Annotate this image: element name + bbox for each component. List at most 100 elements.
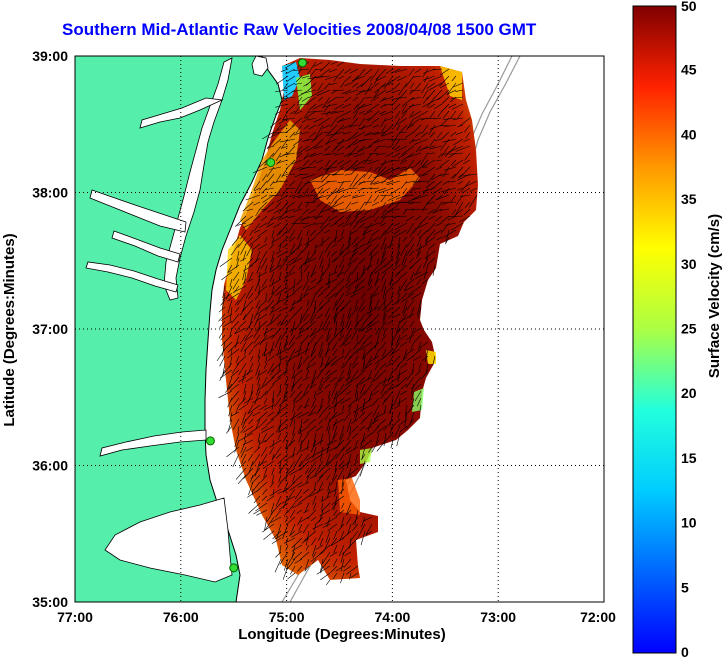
velocity-arrow xyxy=(326,152,338,156)
velocity-arrow xyxy=(315,229,324,237)
velocity-arrow xyxy=(383,376,387,387)
velocity-arrow xyxy=(352,82,359,88)
velocity-arrow xyxy=(427,208,436,215)
velocity-arrow xyxy=(252,411,261,417)
velocity-arrow xyxy=(324,383,331,389)
velocity-arrow xyxy=(365,131,380,136)
velocity-arrow xyxy=(358,257,366,265)
velocity-arrow xyxy=(292,404,296,413)
rappahannock-river xyxy=(111,230,181,263)
velocity-arrow xyxy=(351,124,359,127)
velocity-arrow xyxy=(284,376,289,386)
velocity-arrow xyxy=(421,124,429,135)
velocity-arrow xyxy=(389,348,401,356)
velocity-arrow xyxy=(311,537,317,546)
velocity-arrow xyxy=(323,82,331,90)
velocity-arrow xyxy=(269,243,275,250)
velocity-patch-orange xyxy=(338,478,360,515)
velocity-arrow xyxy=(363,516,373,522)
velocity-arrow xyxy=(307,75,324,80)
velocity-arrow xyxy=(325,341,331,358)
velocity-arrow xyxy=(275,285,289,296)
velocity-arrow xyxy=(323,313,331,328)
velocity-arrow xyxy=(280,320,289,326)
velocity-arrow xyxy=(392,313,401,319)
velocity-arrow xyxy=(375,68,387,80)
velocity-arrow xyxy=(270,117,282,128)
velocity-arrow xyxy=(301,96,310,102)
velocity-arrow xyxy=(415,369,422,377)
velocity-arrow xyxy=(310,271,317,277)
velocity-arrow xyxy=(304,257,317,265)
colorbar-tick-label: 50 xyxy=(681,0,697,14)
velocity-arrow xyxy=(221,341,226,357)
velocity-arrow xyxy=(331,187,345,195)
velocity-arrow xyxy=(456,110,464,120)
velocity-arrow xyxy=(401,327,408,334)
velocity-arrow xyxy=(388,355,394,364)
velocity-arrow xyxy=(400,166,415,171)
velocity-arrow xyxy=(271,397,275,410)
velocity-arrow xyxy=(332,173,345,176)
velocity-arrow xyxy=(321,495,324,503)
velocity-arrow xyxy=(303,187,310,195)
velocity-arrow xyxy=(386,166,401,175)
velocity-arrow xyxy=(408,250,415,257)
velocity-arrow xyxy=(304,236,317,246)
velocity-arrow xyxy=(443,117,457,120)
velocity-arrow xyxy=(319,362,324,369)
velocity-arrow xyxy=(312,544,317,557)
velocity-arrow xyxy=(358,411,366,419)
velocity-arrow xyxy=(365,523,373,535)
velocity-arrow xyxy=(410,320,415,327)
velocity-arrow xyxy=(280,327,289,341)
velocity-arrow xyxy=(222,292,233,301)
velocity-arrow xyxy=(443,124,457,128)
velocity-arrow xyxy=(250,250,254,258)
velocity-arrow xyxy=(433,117,443,120)
velocity-arrow xyxy=(269,488,282,497)
velocity-arrow xyxy=(422,75,436,81)
velocity-arrow xyxy=(363,131,373,137)
velocity-arrow xyxy=(425,348,429,363)
velocity-arrow xyxy=(240,229,247,240)
velocity-arrow xyxy=(372,285,380,297)
velocity-arrow xyxy=(388,278,394,285)
velocity-arrow xyxy=(342,334,352,345)
velocity-arrow xyxy=(358,145,373,152)
velocity-arrow xyxy=(247,453,254,462)
velocity-arrow xyxy=(232,278,240,290)
velocity-arrow xyxy=(277,481,282,488)
velocity-arrow xyxy=(289,243,296,255)
velocity-arrow xyxy=(222,292,226,309)
velocity-arrow xyxy=(312,558,317,564)
velocity-arrow xyxy=(349,187,359,189)
velocity-arrow xyxy=(403,348,408,361)
velocity-arrow xyxy=(402,257,408,268)
velocity-arrow xyxy=(320,208,331,213)
velocity-arrow xyxy=(330,537,338,547)
velocity-arrow xyxy=(303,264,310,272)
velocity-arrow xyxy=(360,320,373,333)
velocity-arrow xyxy=(263,362,268,369)
velocity-arrow xyxy=(332,299,338,311)
velocity-arrow xyxy=(319,257,324,269)
velocity-arrow xyxy=(311,369,317,385)
velocity-arrow xyxy=(373,145,380,152)
velocity-arrow xyxy=(370,369,380,384)
velocity-arrow xyxy=(309,488,324,497)
velocity-arrow xyxy=(387,313,394,319)
velocity-arrow xyxy=(326,418,331,432)
velocity-arrow xyxy=(257,383,268,391)
velocity-patch-yellow xyxy=(226,235,252,300)
velocity-arrow xyxy=(305,530,310,546)
velocity-arrow xyxy=(414,110,429,119)
velocity-arrow xyxy=(345,565,359,575)
velocity-arrow xyxy=(352,404,366,413)
velocity-arrow xyxy=(345,201,352,210)
velocity-arrow xyxy=(358,180,373,184)
velocity-arrow xyxy=(373,180,387,185)
velocity-arrow xyxy=(243,467,254,479)
velocity-arrow xyxy=(317,180,331,190)
velocity-arrow xyxy=(248,502,261,514)
